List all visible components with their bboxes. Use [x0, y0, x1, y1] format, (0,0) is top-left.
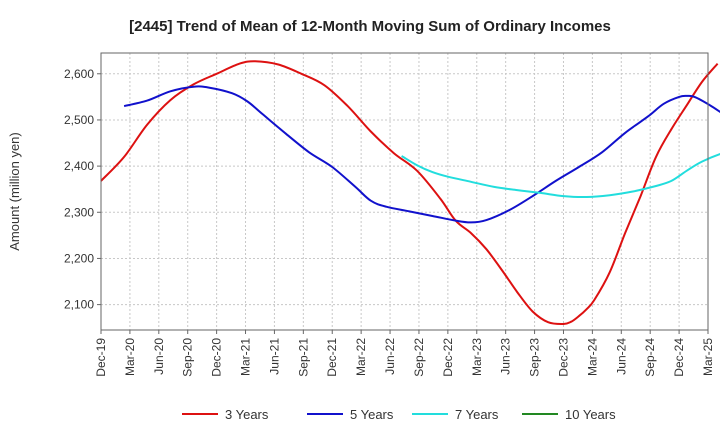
x-axis-ticks: Dec-19 Mar-20 Jun-20 Sep-20 Dec-20 Mar-21 Jun-…: [94, 330, 715, 377]
y-tick-label: 2,400: [64, 159, 94, 173]
x-tick-label: Jun-21: [267, 338, 281, 375]
x-tick-label: Mar-24: [585, 338, 599, 376]
chart-title: [2445] Trend of Mean of 12-Month Moving …: [129, 18, 611, 35]
x-tick-label: Mar-20: [123, 338, 137, 376]
x-tick-label: Mar-25: [701, 338, 715, 376]
y-tick-label: 2,100: [64, 298, 94, 312]
series-line-5-years: [123, 85, 720, 224]
y-tick-label: 2,200: [64, 251, 94, 265]
plot-frame: [100, 52, 709, 331]
x-tick-label: Dec-24: [672, 338, 686, 377]
x-tick-label: Sep-23: [528, 338, 542, 377]
x-tick-label: Mar-22: [354, 338, 368, 376]
legend-label: 10 Years: [565, 407, 616, 422]
plot-area: [101, 53, 708, 330]
legend-label: 3 Years: [225, 407, 269, 422]
x-tick-label: Dec-19: [94, 338, 108, 377]
x-tick-label: Mar-21: [239, 338, 253, 376]
x-tick-label: Sep-24: [643, 338, 657, 377]
x-tick-label: Dec-21: [325, 338, 339, 377]
y-tick-label: 2,500: [64, 113, 94, 127]
x-tick-label: Mar-23: [470, 338, 484, 376]
series-line-3-years: [100, 60, 719, 326]
x-tick-label: Jun-24: [614, 338, 628, 375]
x-tick-label: Jun-22: [383, 338, 397, 375]
x-tick-label: Jun-23: [499, 338, 513, 375]
y-tick-label: 2,300: [64, 205, 94, 219]
legend-label: 5 Years: [350, 407, 394, 422]
x-tick-label: Dec-22: [441, 338, 455, 377]
y-tick-label: 2,600: [64, 67, 94, 81]
y-axis-ticks: 2,100 2,200 2,300 2,400 2,500 2,600: [64, 67, 101, 312]
legend-label: 7 Years: [455, 407, 499, 422]
x-tick-label: Sep-21: [296, 338, 310, 377]
x-tick-label: Dec-23: [556, 338, 570, 377]
x-tick-label: Dec-20: [210, 338, 224, 377]
grid-lines: [100, 53, 709, 330]
x-tick-label: Jun-20: [152, 338, 166, 375]
x-tick-label: Sep-20: [181, 338, 195, 377]
series-line-7-years: [401, 153, 720, 199]
y-axis-label: Amount (million yen): [7, 132, 22, 251]
x-tick-label: Sep-22: [412, 338, 426, 377]
legend: 3 Years 5 Years 7 Years 10 Years: [182, 407, 616, 422]
series-layer: [100, 60, 720, 326]
